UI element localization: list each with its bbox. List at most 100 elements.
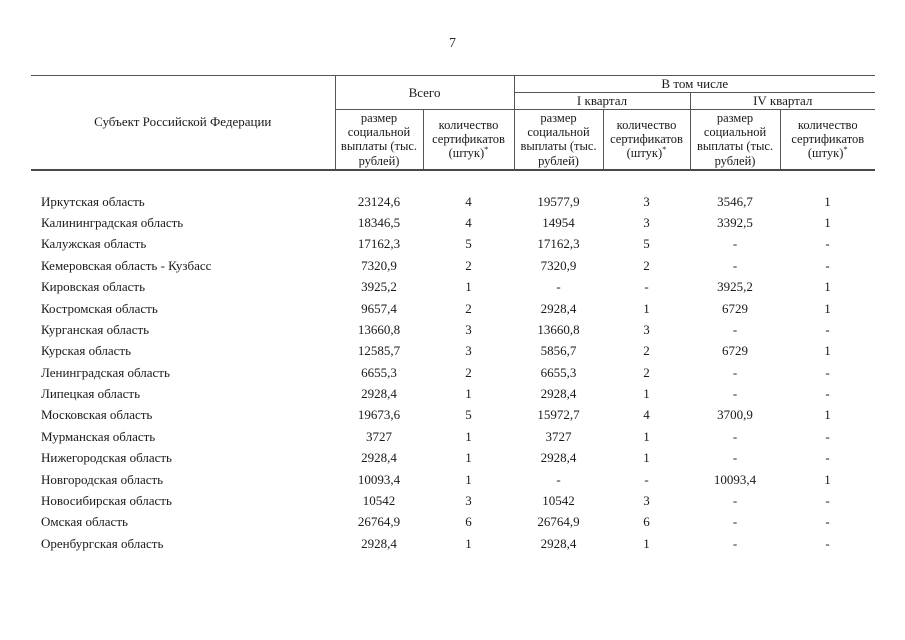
value-cell: 1 xyxy=(465,450,472,466)
table-row: Оренбургская область 2928,4 1 2928,4 1 - - xyxy=(31,533,875,554)
region-name: Ленинградская область xyxy=(41,364,170,380)
value-cell: - xyxy=(825,535,830,551)
table-row: Липецкая область 2928,4 1 2928,4 1 - - xyxy=(31,383,875,404)
cert-count-label: количество сертификатов (штук) xyxy=(610,117,683,161)
region-name: Курская область xyxy=(41,343,132,359)
value-cell: 1 xyxy=(465,428,472,444)
page-number: 7 xyxy=(449,36,456,51)
value-cell: - xyxy=(732,450,738,466)
value-cell: 2928,4 xyxy=(540,535,577,551)
value-cell: - xyxy=(825,428,830,444)
value-cell: - xyxy=(732,514,738,530)
region-name: Калужская область xyxy=(41,236,147,252)
value-cell: 4 xyxy=(465,214,472,230)
value-cell: 7320,9 xyxy=(361,257,397,273)
footnote-asterisk: * xyxy=(662,144,667,155)
table-row: Московская область 19673,6 5 15972,7 4 3700,9… xyxy=(31,405,875,426)
footnote-asterisk: * xyxy=(843,144,848,155)
region-name: Костромская область xyxy=(41,300,158,316)
value-cell: 3 xyxy=(643,493,650,509)
value-cell: 6729 xyxy=(722,343,749,359)
value-cell: 23124,6 xyxy=(357,193,401,209)
cert-count-label: количество сертификатов (штук) xyxy=(432,117,505,161)
value-cell: 1 xyxy=(824,471,831,487)
value-cell: - xyxy=(732,493,738,509)
value-cell: - xyxy=(644,279,649,295)
value-cell: 12585,7 xyxy=(357,343,401,359)
cert-count-label: количество сертификатов (штук) xyxy=(791,117,865,161)
value-cell: - xyxy=(556,279,561,295)
value-cell: 2928,4 xyxy=(540,300,577,316)
value-cell: 3 xyxy=(643,193,650,209)
value-cell: 1 xyxy=(465,471,472,487)
value-cell: 3 xyxy=(465,321,472,337)
value-cell: 1 xyxy=(824,300,831,316)
table-row: Курская область 12585,7 3 5856,7 2 6729 1 xyxy=(31,341,875,362)
value-cell: - xyxy=(825,450,830,466)
value-cell: 10542 xyxy=(542,493,575,509)
table-row: Новгородская область 10093,4 1 - - 10093,4 1 xyxy=(31,469,875,490)
value-cell: 1 xyxy=(824,214,831,230)
value-cell: 2 xyxy=(465,257,472,273)
value-cell: - xyxy=(825,321,830,337)
value-cell: 2 xyxy=(643,257,650,273)
header-row-leaf: размер социальной выплаты (тыс. рублей) … xyxy=(31,109,876,171)
value-cell: 4 xyxy=(465,193,472,209)
value-cell: 10542 xyxy=(362,493,396,509)
value-cell: 2928,4 xyxy=(361,535,397,551)
value-cell: - xyxy=(825,257,830,273)
region-name: Мурманская область xyxy=(41,428,156,444)
value-cell: 2 xyxy=(643,364,650,380)
table-row: Костромская область 9657,4 2 2928,4 1 6729 1 xyxy=(31,298,875,319)
value-cell: - xyxy=(825,364,830,380)
value-cell: 1 xyxy=(465,279,472,295)
value-cell: 3 xyxy=(643,214,650,230)
table-row: Новосибирская область 10542 3 10542 3 - - xyxy=(31,490,875,511)
value-cell: 3925,2 xyxy=(361,279,397,295)
table-row: Мурманская область 3727 1 3727 1 - - xyxy=(31,426,875,447)
region-name: Оренбургская область xyxy=(41,535,164,551)
value-cell: 5 xyxy=(643,236,650,252)
value-cell: - xyxy=(825,236,830,252)
table-row: Нижегородская область 2928,4 1 2928,4 1 - - xyxy=(31,448,875,469)
value-cell: 2 xyxy=(465,364,472,380)
value-cell: 3700,9 xyxy=(717,407,753,423)
value-cell: 17162,3 xyxy=(357,236,401,252)
value-cell: 3546,7 xyxy=(717,193,753,209)
column-group-including: В том числе xyxy=(513,75,876,93)
value-cell: 1 xyxy=(824,279,831,295)
value-cell: 10093,4 xyxy=(357,471,401,487)
value-cell: - xyxy=(825,493,830,509)
column-header-q4-certs: количество сертификатов (штук)* xyxy=(779,109,876,171)
value-cell: 17162,3 xyxy=(537,236,580,252)
header-row-groups: Субъект Российской Федерации Всего В том… xyxy=(31,75,876,171)
column-header-q1-certs: количество сертификатов (штук)* xyxy=(602,109,691,171)
value-cell: 3 xyxy=(465,343,472,359)
table-body: Иркутская область 23124,6 4 19577,9 3 3546,7 1… xyxy=(31,170,875,555)
value-cell: 1 xyxy=(824,193,831,209)
payments-table: Субъект Российской Федерации Всего В том… xyxy=(31,75,876,555)
table-row: Калининградская область 18346,5 4 14954 3 339… xyxy=(31,212,875,233)
value-cell: 1 xyxy=(643,386,650,402)
value-cell: 19577,9 xyxy=(537,193,580,209)
value-cell: 1 xyxy=(643,450,650,466)
value-cell: 5 xyxy=(465,407,472,423)
value-cell: - xyxy=(644,471,649,487)
value-cell: - xyxy=(732,364,738,380)
value-cell: 19673,6 xyxy=(357,407,401,423)
value-cell: 3392,5 xyxy=(717,214,753,230)
value-cell: 2928,4 xyxy=(361,386,397,402)
value-cell: 3727 xyxy=(545,428,572,444)
column-header-subject: Субъект Российской Федерации xyxy=(31,75,336,171)
region-name: Московская область xyxy=(41,407,153,423)
region-name: Новосибирская область xyxy=(41,493,172,509)
value-cell: 13660,8 xyxy=(537,321,580,337)
column-header-total-certs: количество сертификатов (штук)* xyxy=(422,109,515,171)
table-row: Кемеровская область - Кузбасс 7320,9 2 7320… xyxy=(31,255,875,276)
value-cell: - xyxy=(825,514,830,530)
value-cell: 6 xyxy=(643,514,650,530)
value-cell: 1 xyxy=(465,535,472,551)
value-cell: - xyxy=(732,236,738,252)
value-cell: 6655,3 xyxy=(361,364,397,380)
value-cell: 7320,9 xyxy=(540,257,577,273)
